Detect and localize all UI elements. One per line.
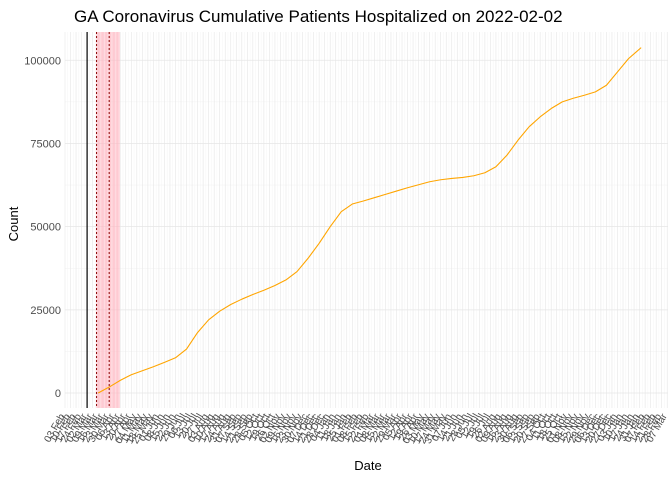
y-tick-label: 0 <box>55 388 61 400</box>
major-x-gridlines <box>64 32 668 408</box>
series-line-hospitalized <box>97 47 642 394</box>
event-lines <box>86 32 110 408</box>
y-axis-title: Count <box>6 206 21 241</box>
y-tick-label: 100000 <box>24 55 61 67</box>
x-axis-title: Date <box>354 458 381 473</box>
minor-x-gridlines <box>67 32 665 408</box>
chart-title: GA Coronavirus Cumulative Patients Hospi… <box>74 7 563 26</box>
y-tick-labels: 0 25000 50000 75000 100000 <box>24 55 61 400</box>
y-tick-label: 75000 <box>30 138 61 150</box>
y-tick-label: 25000 <box>30 305 61 317</box>
series-group <box>97 47 642 394</box>
y-tick-label: 50000 <box>30 222 61 234</box>
